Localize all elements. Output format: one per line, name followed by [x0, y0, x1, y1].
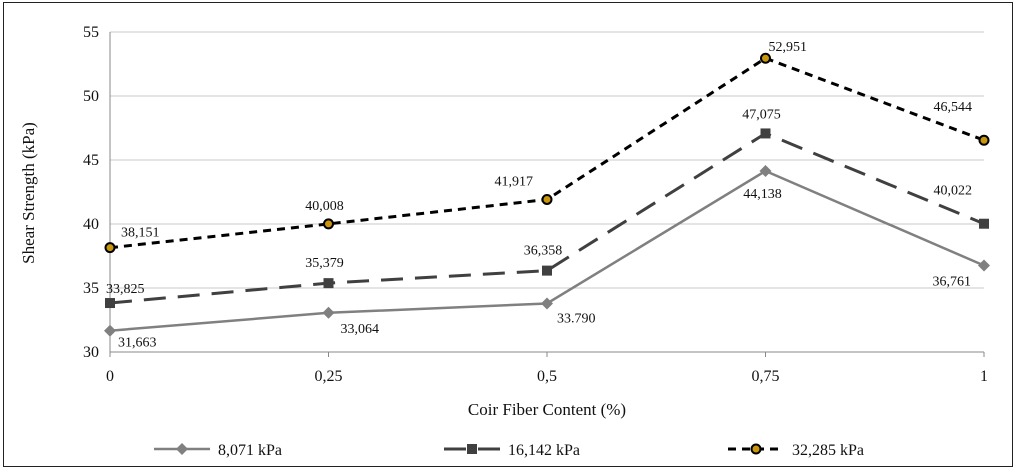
data-label: 31,663	[118, 336, 157, 351]
gridlines	[110, 31, 984, 289]
data-label: 33,064	[341, 322, 380, 337]
y-tick-label: 35	[83, 280, 99, 297]
data-point-marker	[323, 278, 334, 289]
legend-label: 16,142 kPa	[508, 442, 580, 459]
line-chart: 30 35 40 45 50 55 0 0,25 0,5 0,75 1 31,663 33,064 33…	[19, 24, 990, 459]
data-label: 41,917	[495, 174, 534, 189]
legend-marker	[750, 443, 762, 455]
data-label: 38,151	[121, 226, 160, 241]
legend-marker	[176, 443, 188, 455]
legend-label: 32,285 kPa	[792, 442, 864, 459]
data-label: 47,075	[742, 107, 781, 122]
chart-frame: 30 35 40 45 50 55 0 0,25 0,5 0,75 1 31,663 33,064 33…	[3, 2, 1013, 467]
data-point-marker	[105, 298, 115, 309]
data-label: 46,544	[934, 100, 973, 115]
data-point-marker	[978, 134, 990, 146]
data-label: 40,008	[305, 199, 344, 214]
series-line-3	[109, 56, 985, 250]
data-point-marker	[979, 218, 989, 229]
x-tick-label: 0,75	[752, 368, 780, 385]
legend-marker	[467, 444, 477, 454]
data-point-marker	[541, 193, 553, 205]
data-point-marker	[541, 297, 553, 310]
data-label: 33.790	[557, 311, 596, 326]
data-point-marker	[542, 265, 552, 276]
data-label: 35,379	[305, 256, 344, 271]
data-point-marker	[760, 128, 771, 139]
y-tick-label: 50	[83, 88, 99, 105]
data-point-marker	[759, 165, 772, 178]
x-tick-label: 0	[106, 368, 114, 385]
series-line-2	[109, 131, 985, 305]
data-point-marker	[104, 324, 116, 337]
x-tick-label: 0,5	[537, 368, 557, 385]
y-tick-label: 55	[83, 24, 99, 41]
legend-label: 8,071 kPa	[218, 442, 282, 459]
data-label: 33,825	[106, 282, 145, 297]
x-tick-label: 1	[980, 368, 988, 385]
data-point-marker	[978, 259, 990, 272]
data-labels: 31,663 33,064 33.790 44,138 36,761 33,825 35,3…	[106, 40, 972, 350]
y-tick-label: 30	[83, 344, 99, 361]
data-point-marker	[323, 218, 334, 230]
series-lines	[104, 52, 990, 337]
axes: 30 35 40 45 50 55 0 0,25 0,5 0,75 1	[83, 24, 988, 385]
x-axis-title: Coir Fiber Content (%)	[468, 400, 626, 419]
y-tick-label: 45	[83, 152, 99, 169]
data-label: 52,951	[769, 40, 808, 55]
data-label: 40,022	[934, 184, 973, 199]
data-label: 44,138	[743, 187, 782, 202]
data-label: 36,358	[524, 244, 563, 259]
legend: 8,071 kPa 16,142 kPa 32,285 kPa	[154, 442, 864, 459]
y-axis-title: Shear Strength (kPa)	[19, 122, 38, 264]
x-tick-label: 0,25	[315, 368, 343, 385]
y-tick-label: 40	[83, 216, 99, 233]
data-point-marker	[322, 306, 335, 319]
data-label: 36,761	[933, 274, 972, 289]
data-point-marker	[760, 52, 771, 64]
data-point-marker	[104, 242, 116, 254]
